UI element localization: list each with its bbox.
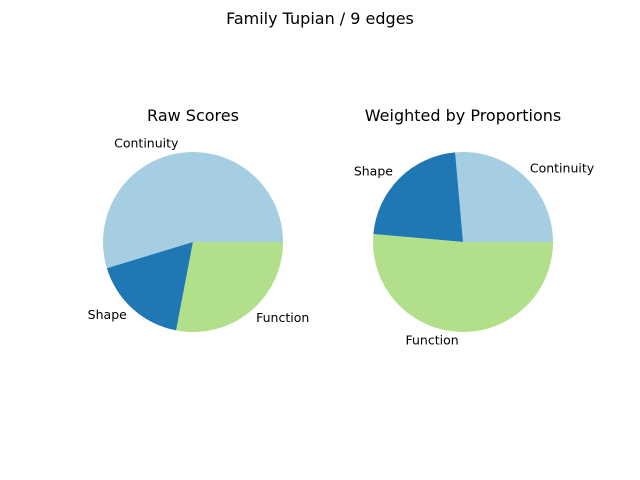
- pie-label-raw-shape: Shape: [88, 307, 127, 322]
- pie-title-raw-scores: Raw Scores: [147, 106, 239, 125]
- pie-slice-weighted-continuity: [455, 151, 554, 242]
- pie-label-weighted-shape: Shape: [354, 163, 393, 178]
- pie-slice-raw-continuity: [103, 152, 283, 269]
- pie-chart-weighted: Weighted by Proportions Continuity Shape F…: [354, 106, 595, 347]
- pie-label-weighted-continuity: Continuity: [530, 160, 595, 175]
- pie-slice-weighted-shape: [373, 152, 463, 242]
- pie-chart-raw-scores: Raw Scores Continuity Shape Function: [88, 106, 309, 333]
- pie-slice-weighted-function: [373, 234, 553, 332]
- pie-label-raw-continuity: Continuity: [114, 136, 179, 151]
- pie-label-raw-function: Function: [256, 310, 309, 325]
- figure-title: Family Tupian / 9 edges: [226, 9, 414, 28]
- pie-label-weighted-function: Function: [405, 332, 458, 347]
- pie-slice-raw-shape: [106, 242, 193, 331]
- pie-title-weighted: Weighted by Proportions: [365, 106, 561, 125]
- pie-slice-raw-function: [176, 242, 283, 333]
